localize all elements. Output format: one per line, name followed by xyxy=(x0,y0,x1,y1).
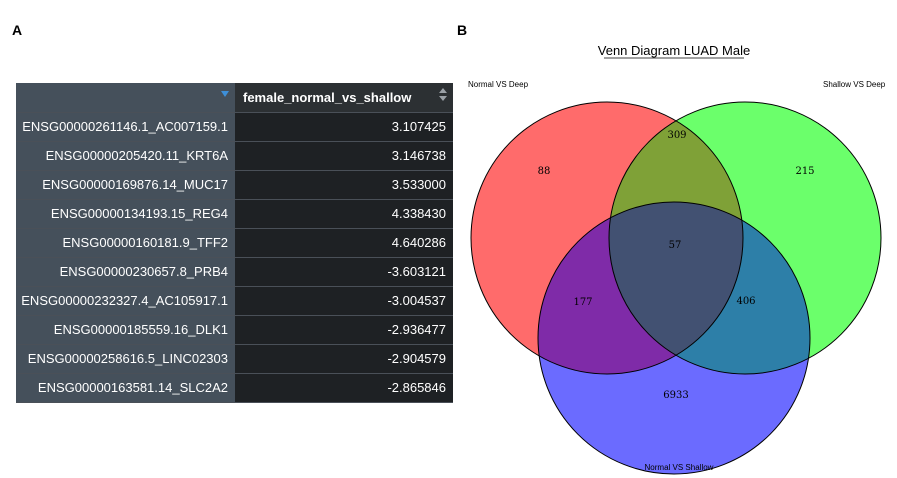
region-count-abc: 57 xyxy=(669,240,682,251)
venn-outline-normal-vs-shallow xyxy=(537,201,811,475)
region-count-bc: 406 xyxy=(736,296,755,307)
value-cell: 4.640286 xyxy=(235,228,453,258)
gene-cell: ENSG00000185559.16_DLK1 xyxy=(16,315,235,345)
value-cell: 3.107425 xyxy=(235,112,453,142)
table-row: ENSG00000134193.15_REG4 4.338430 xyxy=(16,199,453,229)
gene-cell: ENSG00000258616.5_LINC02303 xyxy=(16,344,235,374)
gene-cell: ENSG00000160181.9_TFF2 xyxy=(16,228,235,258)
value-cell: -2.865846 xyxy=(235,373,453,403)
region-count-normal-deep-only: 88 xyxy=(538,166,551,177)
table-row: ENSG00000230657.8_PRB4 -3.603121 xyxy=(16,257,453,287)
sort-toggle-icon[interactable] xyxy=(439,88,447,102)
set-label-normal-vs-shallow: Normal VS Shallow xyxy=(645,463,714,472)
table-row: ENSG00000169876.14_MUC17 3.533000 xyxy=(16,170,453,200)
value-cell: 3.146738 xyxy=(235,141,453,171)
value-cell: -2.904579 xyxy=(235,344,453,374)
gene-table: female_normal_vs_shallow ENSG00000261146… xyxy=(16,83,453,403)
panel-a-letter: A xyxy=(12,22,23,38)
gene-cell: ENSG00000232327.4_AC105917.1 xyxy=(16,286,235,316)
region-count-ab: 309 xyxy=(667,130,686,141)
gene-cell: ENSG00000169876.14_MUC17 xyxy=(16,170,235,200)
gene-cell: ENSG00000163581.14_SLC2A2 xyxy=(16,373,235,403)
sort-descending-icon[interactable] xyxy=(221,91,229,97)
value-cell: 4.338430 xyxy=(235,199,453,229)
table-row: ENSG00000258616.5_LINC02303 -2.904579 xyxy=(16,344,453,374)
panel-b-letter: B xyxy=(457,22,468,38)
region-count-ac: 177 xyxy=(573,297,592,308)
gene-column-header[interactable] xyxy=(16,83,235,113)
region-count-shallow-deep-only: 215 xyxy=(795,166,814,177)
table-row: ENSG00000185559.16_DLK1 -2.936477 xyxy=(16,315,453,345)
gene-cell: ENSG00000261146.1_AC007159.1 xyxy=(16,112,235,142)
venn-title: Venn Diagram LUAD Male xyxy=(598,43,750,58)
gene-cell: ENSG00000205420.11_KRT6A xyxy=(16,141,235,171)
gene-cell: ENSG00000230657.8_PRB4 xyxy=(16,257,235,287)
venn-outline-shallow-vs-deep xyxy=(608,101,882,375)
table-row: ENSG00000163581.14_SLC2A2 -2.865846 xyxy=(16,373,453,403)
venn-diagram: Venn Diagram LUAD Male Normal VS Deep Sh… xyxy=(468,43,886,475)
table-row: ENSG00000232327.4_AC105917.1 -3.004537 xyxy=(16,286,453,316)
value-cell: -3.603121 xyxy=(235,257,453,287)
table-header-row: female_normal_vs_shallow xyxy=(16,83,453,113)
set-label-shallow-vs-deep: Shallow VS Deep xyxy=(823,80,886,89)
value-cell: 3.533000 xyxy=(235,170,453,200)
value-column-header[interactable]: female_normal_vs_shallow xyxy=(235,83,453,113)
gene-cell: ENSG00000134193.15_REG4 xyxy=(16,199,235,229)
set-label-normal-vs-deep: Normal VS Deep xyxy=(468,80,529,89)
value-column-header-label: female_normal_vs_shallow xyxy=(243,89,412,105)
table-row: ENSG00000205420.11_KRT6A 3.146738 xyxy=(16,141,453,171)
table-row: ENSG00000160181.9_TFF2 4.640286 xyxy=(16,228,453,258)
region-count-normal-shallow-only: 6933 xyxy=(663,390,688,401)
value-cell: -2.936477 xyxy=(235,315,453,345)
venn-outline-normal-vs-deep xyxy=(470,101,744,375)
table-row: ENSG00000261146.1_AC007159.1 3.107425 xyxy=(16,112,453,142)
value-cell: -3.004537 xyxy=(235,286,453,316)
